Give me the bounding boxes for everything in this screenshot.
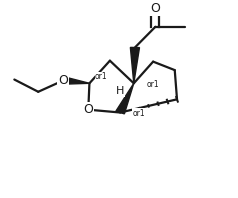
- Polygon shape: [116, 83, 134, 114]
- Text: H: H: [116, 86, 124, 96]
- Text: or1: or1: [95, 72, 108, 81]
- Text: or1: or1: [133, 109, 145, 118]
- Polygon shape: [63, 77, 89, 84]
- Text: or1: or1: [146, 80, 159, 89]
- Polygon shape: [130, 47, 139, 83]
- Text: O: O: [58, 74, 68, 87]
- Text: O: O: [83, 103, 93, 116]
- Text: O: O: [150, 2, 160, 15]
